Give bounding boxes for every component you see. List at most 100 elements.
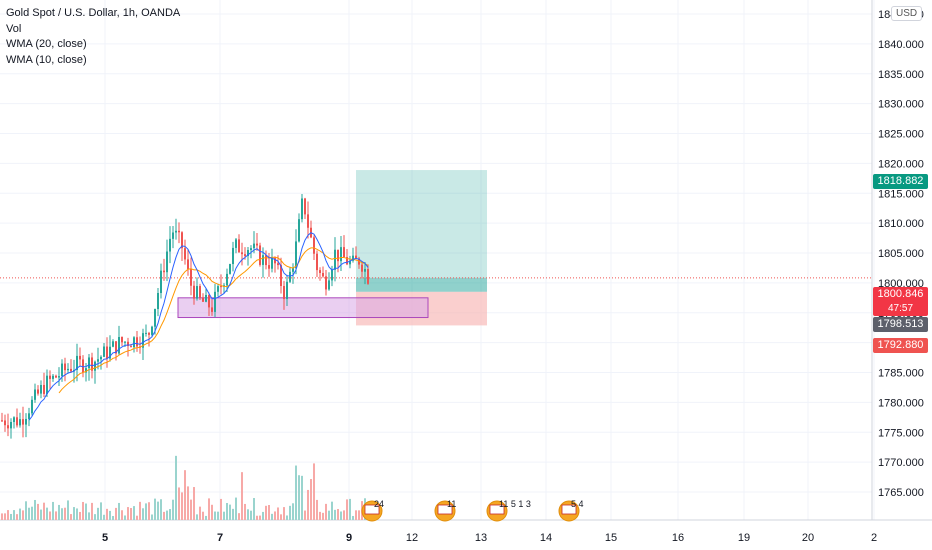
volume-bar bbox=[37, 503, 39, 520]
volume-bar bbox=[235, 497, 237, 520]
volume-bar bbox=[250, 510, 252, 520]
candle-body bbox=[259, 245, 261, 265]
candle-body bbox=[31, 399, 33, 414]
candle-body bbox=[286, 281, 288, 300]
y-tick-label: 1805.000 bbox=[878, 248, 924, 260]
candle-body bbox=[67, 368, 69, 371]
candle-body bbox=[253, 243, 255, 249]
candle-body bbox=[241, 252, 243, 255]
volume-bar bbox=[331, 501, 333, 520]
y-tick-label: 1815.000 bbox=[878, 188, 924, 200]
candle-body bbox=[316, 253, 318, 271]
wma20-line bbox=[58, 247, 369, 394]
legend-vol[interactable]: Vol bbox=[6, 22, 22, 35]
candle-body bbox=[112, 341, 114, 347]
x-tick-label: 13 bbox=[475, 532, 487, 544]
legend-wma10[interactable]: WMA (10, close) bbox=[6, 53, 87, 66]
candle-body bbox=[307, 214, 309, 228]
support-box bbox=[177, 297, 429, 319]
candle-body bbox=[154, 309, 156, 327]
x-tick-label: 7 bbox=[217, 532, 223, 544]
volume-bar bbox=[352, 515, 354, 520]
volume-bar bbox=[187, 486, 189, 520]
volume-bar bbox=[193, 487, 195, 520]
volume-bar bbox=[301, 475, 303, 520]
candle-body bbox=[211, 307, 213, 312]
candle-body bbox=[121, 337, 123, 343]
current-price-value: 1800.846 bbox=[877, 288, 924, 300]
volume-bar bbox=[13, 510, 15, 520]
volume-bar bbox=[79, 511, 81, 520]
volume-bar bbox=[307, 489, 309, 520]
volume-bar bbox=[325, 503, 327, 520]
volume-bar bbox=[124, 515, 126, 520]
volume-bar bbox=[271, 513, 273, 520]
event-marker-label: 5 4 bbox=[571, 499, 584, 509]
volume-bar bbox=[97, 507, 99, 520]
volume-bar bbox=[346, 499, 348, 520]
volume-bar bbox=[214, 511, 216, 520]
candle-body bbox=[331, 269, 333, 281]
candle-body bbox=[13, 417, 15, 423]
volume-bar bbox=[55, 511, 57, 520]
x-tick-label: 16 bbox=[672, 532, 684, 544]
volume-bar bbox=[283, 507, 285, 520]
legend-wma20[interactable]: WMA (20, close) bbox=[6, 38, 87, 50]
candle-body bbox=[64, 363, 66, 371]
candle-body bbox=[367, 268, 369, 284]
candle-body bbox=[145, 332, 147, 334]
y-tick-label: 1785.000 bbox=[878, 368, 924, 380]
volume-bar bbox=[121, 510, 123, 520]
volume-bar bbox=[337, 509, 339, 520]
volume-bar bbox=[16, 514, 18, 520]
volume-bar bbox=[286, 515, 288, 520]
candle-body bbox=[283, 286, 285, 300]
event-marker-label: 24 bbox=[374, 499, 384, 509]
candle-body bbox=[349, 260, 351, 265]
volume-bar bbox=[229, 504, 231, 520]
volume-bar bbox=[163, 511, 165, 520]
volume-bar bbox=[223, 511, 225, 520]
chart-legend: Gold Spot / U.S. Dollar, 1h, OANDA Vol W… bbox=[6, 6, 180, 68]
volume-bar bbox=[202, 511, 204, 520]
x-tick-label: 20 bbox=[802, 532, 814, 544]
volume-bar bbox=[289, 505, 291, 520]
volume-bar bbox=[172, 499, 174, 520]
volume-bar bbox=[40, 509, 42, 520]
current-price-label: 1800.846 47:57 bbox=[873, 287, 928, 316]
candle-body bbox=[280, 265, 282, 287]
candle-body bbox=[160, 270, 162, 293]
volume-bar bbox=[118, 502, 120, 520]
candle-body bbox=[61, 363, 63, 377]
candle-body bbox=[163, 270, 165, 273]
x-tick-label: 14 bbox=[540, 532, 552, 544]
candle-body bbox=[10, 422, 12, 429]
currency-badge[interactable]: USD bbox=[891, 6, 923, 21]
candle-body bbox=[169, 238, 171, 252]
candle-body bbox=[226, 273, 228, 286]
symbol-title[interactable]: Gold Spot / U.S. Dollar, 1h, OANDA bbox=[6, 7, 181, 19]
candle-body bbox=[1, 420, 3, 422]
y-tick-label: 1820.000 bbox=[878, 158, 924, 170]
x-tick-label: 12 bbox=[406, 532, 418, 544]
volume-bar bbox=[136, 515, 138, 520]
candle-body bbox=[130, 346, 132, 348]
candle-body bbox=[295, 241, 297, 269]
candle-body bbox=[100, 356, 102, 360]
volume-bar bbox=[130, 508, 132, 520]
stop-price-label: 1792.880 bbox=[873, 338, 928, 353]
candle-body bbox=[46, 375, 48, 394]
x-tick-label: 2 bbox=[871, 532, 877, 544]
candle-body bbox=[277, 263, 279, 266]
candle-body bbox=[325, 276, 327, 290]
volume-bar bbox=[253, 498, 255, 520]
target-price-label: 1818.882 bbox=[873, 174, 928, 189]
y-tick-label: 1770.000 bbox=[878, 457, 924, 469]
candle-body bbox=[172, 232, 174, 239]
candles-group bbox=[1, 193, 369, 439]
candle-body bbox=[16, 417, 18, 426]
flag-icon bbox=[561, 504, 577, 515]
x-tick-label: 9 bbox=[346, 532, 352, 544]
candle-body bbox=[40, 384, 42, 394]
